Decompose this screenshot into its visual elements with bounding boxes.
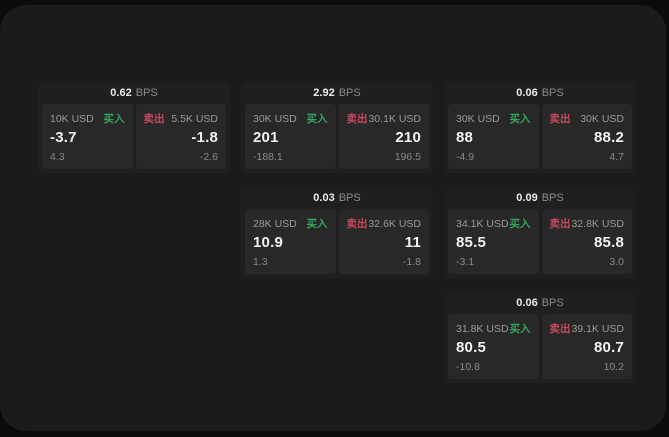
buy-notional: 28K USD [253,217,297,230]
buy-delta: -10.8 [456,361,480,373]
buy-panel[interactable]: 10K USD 买入 -3.7 4.3 [42,104,133,169]
sell-side-label: 卖出 [549,323,571,335]
buy-price: -3.7 [50,129,77,146]
buy-delta: -3.1 [456,256,475,268]
bps-unit-label: BPS [541,192,564,204]
buy-side-label: 买入 [306,113,328,125]
buy-side-label: 买入 [509,323,531,335]
sell-price: 85.8 [594,234,624,251]
quote-panels: 30K USD 买入 201 -188.1 卖出 30.1K USD 210 1… [245,104,429,169]
buy-delta: -188.1 [253,151,283,163]
bps-unit-label: BPS [541,87,564,99]
buy-panel[interactable]: 28K USD 买入 10.9 1.3 [245,209,336,274]
buy-delta: -4.9 [456,151,475,163]
bps-value: 0.03 [313,192,335,204]
buy-panel[interactable]: 31.8K USD 买入 80.5 -10.8 [448,314,539,379]
sell-notional: 32.6K USD [368,217,421,230]
sell-panel[interactable]: 卖出 32.6K USD 11 -1.8 [338,209,429,274]
quote-card: 0.09 BPS 34.1K USD 买入 85.5 -3.1 卖出 32.8K … [444,188,636,278]
sell-price: 88.2 [594,129,624,146]
bps-value: 0.62 [110,87,132,99]
buy-notional: 30K USD [456,112,500,125]
sell-panel[interactable]: 卖出 5.5K USD -1.8 -2.6 [135,104,226,169]
quote-card-grid: 0.62 BPS 10K USD 买入 -3.7 4.3 卖出 5.5K USD … [38,83,636,383]
sell-delta: 3.0 [609,256,624,268]
sell-side-label: 卖出 [549,113,571,125]
sell-price: -1.8 [191,129,218,146]
sell-price: 11 [404,234,421,251]
buy-notional: 10K USD [50,112,94,125]
sell-panel[interactable]: 卖出 30.1K USD 210 196.5 [338,104,429,169]
bps-header: 0.09 BPS [448,188,632,209]
sell-delta: 196.5 [394,151,421,163]
bps-header: 2.92 BPS [245,83,429,104]
bps-value: 0.09 [516,192,538,204]
buy-notional: 30K USD [253,112,297,125]
quote-panels: 34.1K USD 买入 85.5 -3.1 卖出 32.8K USD 85.8… [448,209,632,274]
sell-side-label: 卖出 [143,113,165,125]
bps-unit-label: BPS [338,87,361,99]
buy-delta: 1.3 [253,256,268,268]
sell-side-label: 卖出 [346,113,368,125]
sell-side-label: 卖出 [549,218,571,230]
buy-panel[interactable]: 30K USD 买入 201 -188.1 [245,104,336,169]
sell-notional: 32.8K USD [571,217,624,230]
buy-price: 10.9 [253,234,283,251]
buy-price: 85.5 [456,234,486,251]
bps-header: 0.06 BPS [448,83,632,104]
buy-price: 88 [456,129,474,146]
bps-value: 0.06 [516,87,538,99]
bps-unit-label: BPS [541,297,564,309]
quote-panels: 10K USD 买入 -3.7 4.3 卖出 5.5K USD -1.8 -2.… [42,104,226,169]
sell-notional: 30.1K USD [368,112,421,125]
bps-value: 0.06 [516,297,538,309]
buy-side-label: 买入 [306,218,328,230]
bps-unit-label: BPS [135,87,158,99]
sell-notional: 39.1K USD [571,322,624,335]
buy-notional: 34.1K USD [456,217,509,230]
buy-panel[interactable]: 34.1K USD 买入 85.5 -3.1 [448,209,539,274]
sell-panel[interactable]: 卖出 39.1K USD 80.7 10.2 [541,314,632,379]
buy-price: 80.5 [456,339,486,356]
buy-side-label: 买入 [509,113,531,125]
buy-panel[interactable]: 30K USD 买入 88 -4.9 [448,104,539,169]
quote-card: 0.62 BPS 10K USD 买入 -3.7 4.3 卖出 5.5K USD … [38,83,230,173]
quote-panels: 31.8K USD 买入 80.5 -10.8 卖出 39.1K USD 80.… [448,314,632,379]
buy-delta: 4.3 [50,151,65,163]
sell-notional: 5.5K USD [171,112,218,125]
bps-header: 0.62 BPS [42,83,226,104]
quote-card: 0.06 BPS 31.8K USD 买入 80.5 -10.8 卖出 39.1K… [444,293,636,383]
sell-price: 210 [395,129,421,146]
quote-card: 0.03 BPS 28K USD 买入 10.9 1.3 卖出 32.6K USD… [241,188,433,278]
bps-unit-label: BPS [338,192,361,204]
quote-card: 0.06 BPS 30K USD 买入 88 -4.9 卖出 30K USD 88… [444,83,636,173]
sell-side-label: 卖出 [346,218,368,230]
quote-panels: 30K USD 买入 88 -4.9 卖出 30K USD 88.2 4.7 [448,104,632,169]
bps-header: 0.06 BPS [448,293,632,314]
buy-side-label: 买入 [509,218,531,230]
bps-value: 2.92 [313,87,335,99]
sell-panel[interactable]: 卖出 32.8K USD 85.8 3.0 [541,209,632,274]
buy-price: 201 [253,129,279,146]
sell-delta: 10.2 [603,361,624,373]
sell-panel[interactable]: 卖出 30K USD 88.2 4.7 [541,104,632,169]
buy-notional: 31.8K USD [456,322,509,335]
quote-panels: 28K USD 买入 10.9 1.3 卖出 32.6K USD 11 -1.8 [245,209,429,274]
quote-card: 2.92 BPS 30K USD 买入 201 -188.1 卖出 30.1K U… [241,83,433,173]
sell-price: 80.7 [594,339,624,356]
bps-header: 0.03 BPS [245,188,429,209]
sell-notional: 30K USD [580,112,624,125]
sell-delta: -2.6 [199,151,218,163]
buy-side-label: 买入 [103,113,125,125]
sell-delta: 4.7 [609,151,624,163]
sell-delta: -1.8 [402,256,421,268]
